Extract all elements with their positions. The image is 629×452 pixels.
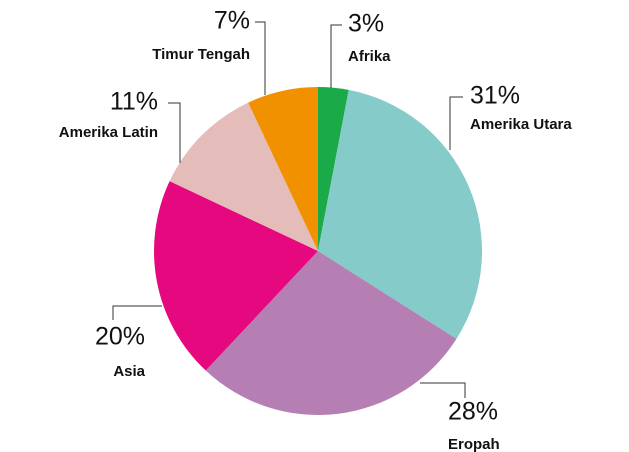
value-label: 11% — [110, 88, 158, 116]
pie-slice — [205, 251, 457, 415]
leader-line — [112, 305, 162, 320]
leader-line — [330, 24, 342, 88]
category-label: Asia — [113, 363, 145, 380]
value-label: 31% — [470, 82, 520, 110]
pie-slice — [318, 87, 349, 251]
leader-line — [168, 102, 181, 163]
category-label: Afrika — [348, 48, 391, 65]
pie-slice — [154, 181, 318, 371]
value-label: 7% — [214, 7, 250, 35]
leader-line — [449, 96, 463, 150]
category-label: Eropah — [448, 436, 500, 452]
pie-slice — [169, 102, 318, 251]
value-label: 3% — [348, 10, 384, 38]
value-label: 28% — [448, 398, 498, 426]
leader-line — [255, 21, 266, 95]
category-label: Amerika Latin — [59, 124, 158, 141]
pie-slice — [318, 89, 482, 339]
pie-slice — [248, 87, 318, 251]
category-label: Timur Tengah — [152, 46, 250, 63]
value-label: 20% — [95, 323, 145, 351]
leader-line — [420, 382, 466, 398]
category-label: Amerika Utara — [470, 116, 572, 133]
